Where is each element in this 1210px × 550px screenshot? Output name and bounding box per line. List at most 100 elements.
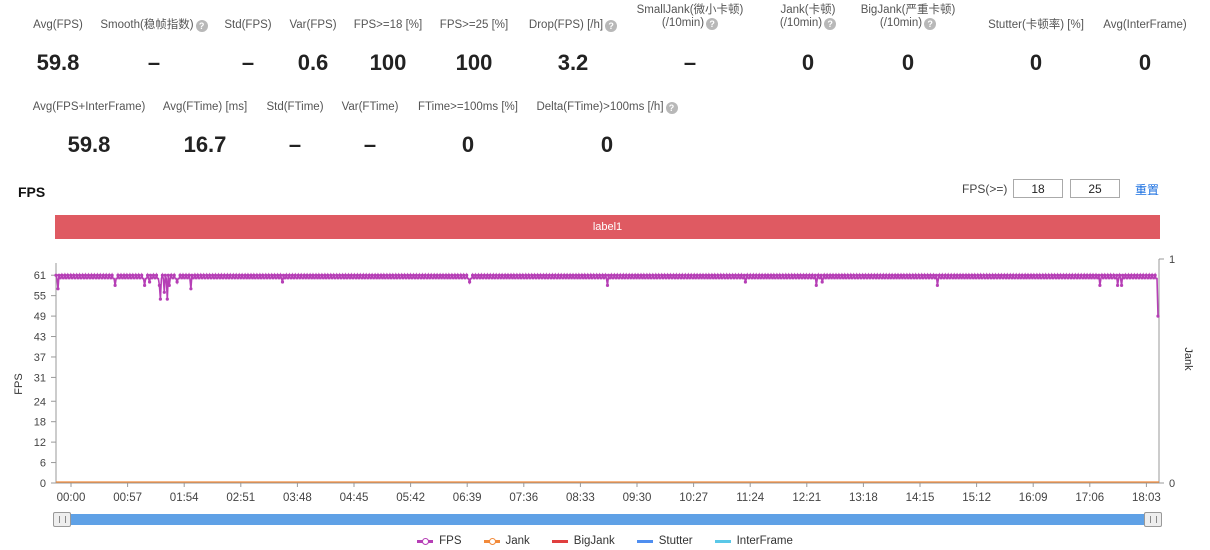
y-tick-label: 49	[34, 311, 46, 323]
fps-point	[385, 273, 389, 277]
fps-point	[869, 273, 874, 277]
fps-chart[interactable]: 0 6 12 18 24 31 37 43 49 55 61 1 0 FPS Jank 00:00 00:57 0…	[0, 245, 1210, 515]
fps-point	[642, 273, 646, 277]
fps-point	[940, 273, 944, 277]
fps-point	[988, 273, 992, 277]
fps-point	[562, 273, 566, 277]
fps-point	[967, 273, 971, 277]
fps-point	[367, 273, 371, 277]
fps-point	[766, 273, 770, 277]
fps-point	[148, 273, 153, 277]
fps-threshold-input-2[interactable]	[1070, 179, 1120, 198]
slider-handle-left[interactable]	[53, 512, 71, 527]
fps-point	[663, 273, 667, 277]
legend-item-bigjank[interactable]: BigJank	[551, 535, 615, 547]
help-icon[interactable]: ?	[605, 20, 618, 32]
fps-point	[858, 273, 862, 277]
fps-point	[1141, 273, 1145, 277]
x-tick-label: 10:27	[679, 492, 708, 504]
fps-point	[849, 273, 853, 277]
fps-point	[1156, 314, 1160, 318]
help-icon[interactable]: ?	[824, 18, 837, 30]
help-icon[interactable]: ?	[706, 18, 719, 30]
metric-value: 0.6	[297, 50, 329, 75]
fps-point	[219, 273, 223, 277]
fps-point	[482, 273, 486, 277]
y-tick-label: 12	[34, 437, 46, 449]
fps-point	[290, 273, 294, 277]
fps-point	[553, 273, 557, 277]
legend-item-fps[interactable]: FPS	[417, 535, 462, 547]
fps-point	[1115, 273, 1119, 277]
fps-point	[92, 273, 96, 277]
fps-point	[172, 273, 176, 277]
fps-point	[1017, 273, 1021, 277]
fps-point	[459, 273, 463, 277]
fps-threshold-input-1[interactable]	[1013, 179, 1063, 198]
legend-item-stutter[interactable]: Stutter	[636, 535, 693, 547]
fps-point	[355, 273, 359, 277]
fps-point	[137, 273, 141, 277]
fps-point	[222, 273, 226, 277]
legend-item-jank[interactable]: Jank	[483, 535, 530, 547]
fps-point	[716, 273, 720, 277]
fps-point	[798, 273, 803, 277]
help-icon[interactable]: ?	[924, 18, 937, 30]
x-tick-label: 02:51	[226, 492, 255, 504]
legend-marker	[636, 539, 653, 543]
fps-point	[104, 273, 108, 277]
time-range-slider[interactable]	[53, 512, 1162, 527]
fps-point	[1067, 273, 1071, 277]
slider-track[interactable]	[55, 514, 1160, 525]
legend-item-interframe[interactable]: InterFrame	[714, 535, 793, 547]
fps-point	[89, 273, 94, 277]
metric-r2-0: Avg(FPS+InterFrame) 59.8	[24, 101, 154, 161]
fps-point	[1118, 273, 1122, 277]
fps-point	[414, 273, 418, 277]
metric-r1-3: Var(FPS) 0.6	[278, 19, 348, 79]
fps-point	[814, 283, 818, 287]
fps-point	[95, 273, 99, 277]
fps-section-title: FPS	[18, 184, 46, 200]
fps-point	[618, 273, 622, 277]
fps-point	[208, 273, 212, 277]
fps-point	[441, 273, 445, 277]
fps-point	[258, 273, 262, 277]
fps-point	[81, 273, 85, 277]
help-icon[interactable]: ?	[665, 102, 678, 114]
fps-point	[444, 273, 448, 277]
fps-point	[674, 273, 679, 277]
y-tick-label: 24	[34, 396, 46, 408]
fps-point	[589, 273, 593, 277]
fps-point	[1116, 283, 1120, 287]
fps-point	[586, 273, 590, 277]
fps-point	[1082, 273, 1086, 277]
fps-point	[420, 273, 424, 277]
slider-handle-right[interactable]	[1144, 512, 1162, 527]
fps-point	[1094, 273, 1098, 277]
fps-point	[993, 273, 998, 277]
fps-point	[668, 273, 673, 277]
fps-point	[169, 273, 173, 277]
fps-point	[243, 273, 247, 277]
fps-point	[485, 273, 489, 277]
fps-point	[391, 273, 395, 277]
fps-point	[1073, 273, 1077, 277]
y2-tick-label: 1	[1169, 254, 1175, 266]
fps-point	[1100, 273, 1104, 277]
metric-label: Stutter(卡顿率) [%]	[988, 19, 1084, 31]
fps-point	[83, 273, 88, 277]
y-tick-label: 31	[34, 372, 46, 384]
fps-point	[911, 273, 915, 277]
help-icon[interactable]: ?	[195, 20, 208, 32]
fps-point	[1097, 273, 1101, 277]
fps-point	[583, 273, 587, 277]
fps-point	[488, 273, 492, 277]
label-bar[interactable]: label1	[55, 215, 1160, 239]
metric-r1-6: Drop(FPS) [/h]? 3.2	[523, 19, 623, 79]
reset-button[interactable]: 重置	[1135, 183, 1160, 197]
fps-point	[976, 273, 980, 277]
fps-point	[736, 273, 741, 277]
fps-point	[601, 273, 605, 277]
fps-series-line	[55, 272, 1159, 317]
